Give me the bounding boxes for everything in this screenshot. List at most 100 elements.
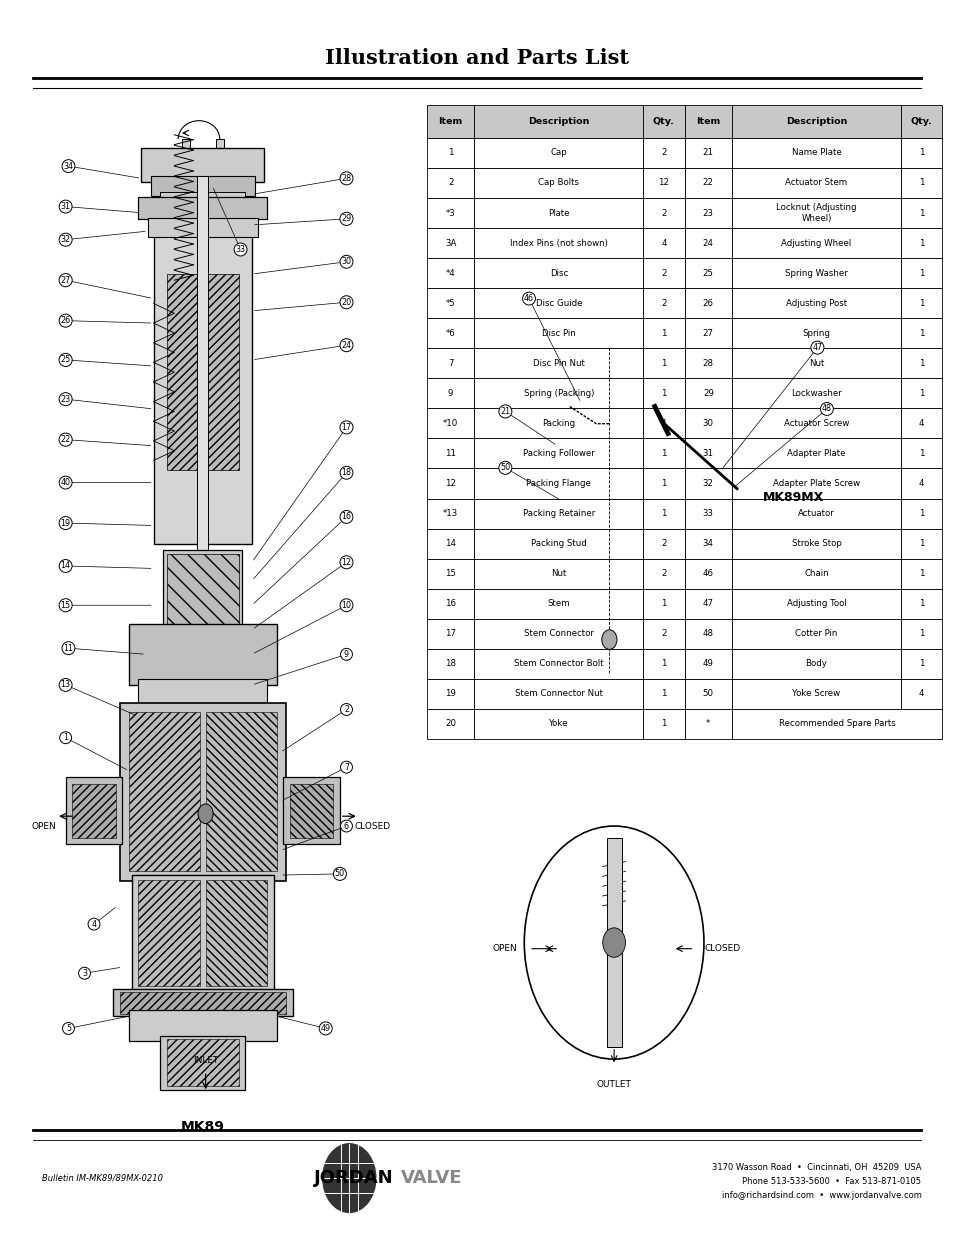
Text: VALVE: VALVE: [401, 1170, 462, 1187]
Bar: [558, 915, 668, 932]
Bar: [642, 438, 684, 468]
Text: 46: 46: [702, 569, 713, 578]
Text: 28: 28: [702, 359, 713, 368]
Text: Body: Body: [804, 659, 826, 668]
Text: Locknut (Adjusting
Wheel): Locknut (Adjusting Wheel): [776, 204, 856, 222]
Text: 17: 17: [445, 630, 456, 638]
Text: *13: *13: [442, 509, 457, 517]
Bar: [426, 648, 474, 679]
Bar: [731, 529, 900, 558]
Bar: [684, 138, 731, 168]
Circle shape: [524, 826, 703, 1060]
Text: Stem Connector: Stem Connector: [523, 630, 593, 638]
Bar: [642, 105, 684, 138]
Bar: [642, 258, 684, 288]
Bar: [900, 558, 942, 589]
Text: 29: 29: [341, 215, 352, 224]
Text: 1: 1: [918, 599, 923, 608]
Bar: [731, 228, 900, 258]
Text: 1: 1: [660, 479, 666, 488]
Bar: [731, 438, 900, 468]
Bar: [684, 378, 731, 409]
Bar: [684, 168, 731, 198]
Bar: [900, 138, 942, 168]
Text: 12: 12: [445, 479, 456, 488]
Text: Qty.: Qty.: [910, 117, 932, 126]
Text: 1: 1: [918, 178, 923, 188]
Text: 13: 13: [61, 680, 71, 689]
Text: JORDAN: JORDAN: [314, 1170, 394, 1187]
Bar: [566, 599, 651, 636]
Circle shape: [198, 804, 213, 824]
Text: 12: 12: [658, 178, 669, 188]
Text: 1: 1: [918, 329, 923, 337]
Bar: [558, 872, 585, 1014]
Bar: [283, 777, 339, 845]
Text: Spring (Packing): Spring (Packing): [523, 389, 594, 398]
Bar: [160, 1036, 245, 1089]
Bar: [426, 258, 474, 288]
Text: 30: 30: [702, 419, 713, 427]
Bar: [900, 619, 942, 648]
Bar: [426, 709, 474, 739]
Text: Spring: Spring: [801, 329, 830, 337]
Text: 24: 24: [702, 238, 713, 247]
Text: Cap Bolts: Cap Bolts: [537, 178, 578, 188]
Bar: [900, 168, 942, 198]
Text: Description: Description: [785, 117, 846, 126]
Text: 3A: 3A: [444, 238, 456, 247]
Bar: [426, 168, 474, 198]
Bar: [731, 288, 900, 319]
Bar: [426, 589, 474, 619]
Circle shape: [322, 1144, 375, 1213]
Bar: [642, 648, 684, 679]
Bar: [601, 372, 617, 642]
Bar: [684, 529, 731, 558]
Bar: [474, 558, 642, 589]
Bar: [642, 468, 684, 499]
Text: 1: 1: [918, 630, 923, 638]
Bar: [197, 175, 208, 863]
Bar: [474, 499, 642, 529]
Text: MK89: MK89: [181, 1120, 225, 1135]
Text: Index Pins (not shown): Index Pins (not shown): [510, 238, 607, 247]
Text: 7: 7: [344, 763, 349, 772]
Bar: [731, 648, 900, 679]
Bar: [900, 105, 942, 138]
Text: 30: 30: [341, 257, 351, 267]
Text: 4: 4: [660, 238, 666, 247]
Text: INLET: INLET: [193, 1056, 218, 1066]
Text: 3: 3: [82, 968, 87, 978]
Bar: [474, 468, 642, 499]
Text: 1: 1: [660, 659, 666, 668]
Text: 1: 1: [918, 269, 923, 278]
Text: OPEN: OPEN: [31, 821, 56, 830]
Text: 1: 1: [918, 569, 923, 578]
Bar: [474, 258, 642, 288]
Text: 16: 16: [341, 513, 351, 521]
Bar: [112, 989, 293, 1016]
Bar: [642, 499, 684, 529]
Bar: [426, 105, 474, 138]
Bar: [426, 228, 474, 258]
Bar: [474, 105, 642, 138]
Bar: [900, 228, 942, 258]
Bar: [642, 679, 684, 709]
Bar: [684, 438, 731, 468]
Text: Item: Item: [696, 117, 720, 126]
Bar: [129, 711, 200, 872]
Text: 9: 9: [344, 650, 349, 658]
Bar: [138, 679, 267, 704]
Text: 27: 27: [60, 275, 71, 284]
Text: Spring Washer: Spring Washer: [784, 269, 847, 278]
Bar: [474, 228, 642, 258]
Bar: [426, 558, 474, 589]
Text: Stem: Stem: [547, 599, 570, 608]
Text: 2: 2: [344, 705, 349, 714]
Bar: [900, 589, 942, 619]
Text: 2: 2: [660, 299, 666, 308]
Text: 49: 49: [320, 1024, 331, 1032]
Bar: [642, 589, 684, 619]
Text: Disc Pin: Disc Pin: [541, 329, 575, 337]
Bar: [731, 378, 900, 409]
